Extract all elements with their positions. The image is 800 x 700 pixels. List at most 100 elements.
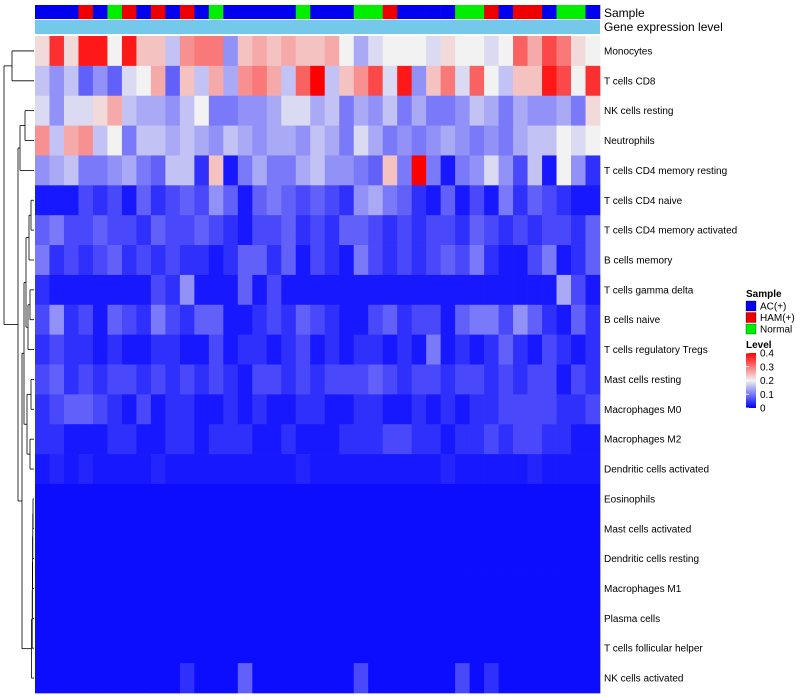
heatmap-cell [542, 394, 557, 425]
heatmap-cell [49, 36, 65, 67]
heatmap-cell [455, 513, 470, 545]
row-label: Monocytes [604, 46, 652, 57]
heatmap-cell [556, 185, 572, 216]
heatmap-cell [542, 483, 557, 515]
heatmap-cell [411, 424, 427, 455]
legend-swatch-ham [745, 312, 757, 323]
heatmap-cell [513, 483, 528, 515]
heatmap-cell [49, 334, 65, 365]
heatmap-cell [78, 364, 94, 395]
heatmap-cell [368, 245, 384, 276]
row-label: B cells naive [604, 315, 661, 326]
heatmap-cell [266, 483, 282, 515]
heatmap-cell [527, 543, 543, 574]
heatmap-cell [513, 513, 528, 545]
heatmap-cell [165, 573, 181, 604]
heatmap-cell [35, 304, 50, 335]
heatmap-cell [49, 603, 65, 634]
heatmap-cell [310, 185, 326, 216]
heatmap-cell [426, 603, 441, 634]
heatmap-cell [121, 125, 137, 156]
heatmap-cell [150, 185, 166, 216]
sample-annotation-cell [179, 5, 195, 19]
heatmap-cell [194, 334, 210, 365]
heatmap-cell [150, 125, 166, 156]
heatmap-cell [179, 125, 195, 156]
heatmap-cell [295, 155, 311, 186]
legend-sample-title: Sample [746, 289, 782, 300]
heatmap-cell [78, 483, 94, 515]
heatmap-cell [469, 483, 485, 515]
heatmap-cell [324, 65, 340, 97]
heatmap-cell [107, 454, 123, 485]
sample-annotation-cell [542, 5, 557, 19]
sample-annotation-cell [382, 5, 398, 19]
heatmap-cell [368, 304, 384, 335]
heatmap-cell [455, 185, 470, 216]
heatmap-cell [469, 364, 485, 395]
heatmap-cell [310, 95, 326, 126]
heatmap-cell [208, 125, 224, 156]
heatmap-cell [252, 215, 268, 246]
heatmap-cell [571, 483, 586, 515]
heatmap-cell [136, 513, 152, 545]
heatmap-cell [35, 424, 50, 455]
heatmap-cell [208, 424, 224, 455]
heatmap-cell [571, 454, 586, 485]
heatmap-cell [92, 334, 108, 365]
heatmap-cell [107, 573, 123, 604]
row-labels: Monocytes T cells CD8 NK cells resting Neut… [604, 46, 737, 684]
heatmap-cell [237, 155, 253, 186]
heatmap-cell [165, 483, 181, 515]
heatmap-cell [382, 215, 398, 246]
heatmap-cell [165, 185, 181, 216]
heatmap-cell [397, 125, 413, 156]
heatmap-cell [208, 65, 224, 97]
heatmap-cell [426, 513, 441, 545]
heatmap-cell [353, 394, 369, 425]
heatmap-cell [339, 394, 355, 425]
heatmap-cell [223, 65, 239, 97]
heatmap-cell [63, 394, 79, 425]
heatmap-cell [542, 454, 557, 485]
heatmap-cell [266, 424, 282, 455]
heatmap-cell [35, 513, 50, 545]
heatmap-cell [455, 454, 470, 485]
heatmap-cell [556, 95, 572, 126]
heatmap-cell [266, 65, 282, 97]
heatmap-cell [252, 513, 268, 545]
heatmap-cell [295, 633, 311, 664]
heatmap-cell [295, 663, 311, 694]
heatmap-cell [107, 65, 123, 97]
heatmap-cell [542, 36, 557, 67]
heatmap-cell [310, 633, 326, 664]
heatmap-cell [571, 543, 586, 574]
heatmap-cell [310, 603, 326, 634]
heatmap-cell [136, 36, 152, 67]
heatmap-cell [237, 245, 253, 276]
heatmap-cell [484, 304, 499, 335]
heatmap-cell [281, 603, 297, 634]
heatmap-cell [556, 663, 572, 694]
heatmap-cell [571, 65, 586, 97]
heatmap-cell [179, 454, 195, 485]
heatmap-cell [368, 274, 384, 306]
heatmap-cell [397, 573, 413, 604]
heatmap-cell [310, 424, 326, 455]
heatmap-cell [295, 215, 311, 246]
heatmap-cell [484, 334, 499, 365]
heatmap-cell [121, 424, 137, 455]
heatmap-cell [324, 155, 340, 186]
heatmap-cell [63, 155, 79, 186]
heatmap-cell [92, 215, 108, 246]
heatmap-cell [150, 304, 166, 335]
heatmap-cell [266, 215, 282, 246]
heatmap-cell [542, 245, 557, 276]
heatmap-cell [498, 274, 514, 306]
heatmap-cell [484, 573, 499, 604]
heatmap-cell [426, 215, 441, 246]
heatmap-cell [208, 185, 224, 216]
heatmap-cell [121, 483, 137, 515]
heatmap-cell [295, 483, 311, 515]
heatmap-cell [513, 424, 528, 455]
